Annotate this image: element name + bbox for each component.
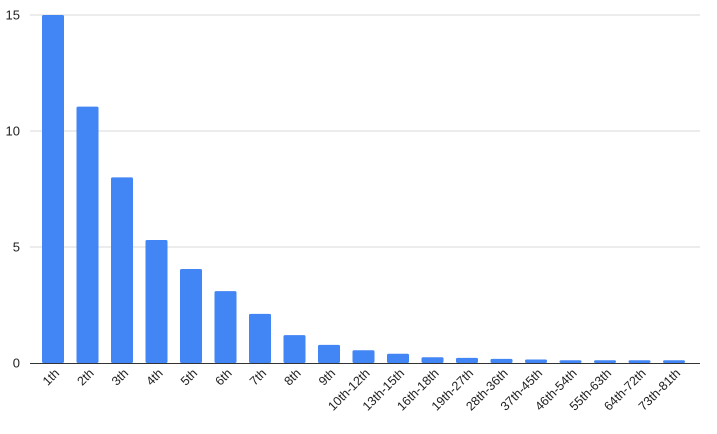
bar-55th-63th: [594, 360, 616, 363]
bar-9th: [318, 344, 340, 363]
y-tick-label: 5: [13, 240, 20, 255]
gridlines: [30, 14, 700, 248]
x-tick-label: 6th: [212, 366, 234, 388]
bar-13th-15th: [387, 353, 409, 363]
y-tick-label: 0: [13, 356, 20, 371]
x-tick-labels: 1th 2th 3th 4th 5th 6th 7th 8th 9th10th-12th13th…: [40, 366, 683, 413]
bars: [42, 15, 685, 363]
bar-5th: [180, 269, 202, 363]
x-tick-label: 2th: [74, 366, 96, 388]
bar-1th: [42, 15, 64, 363]
bar-73th-81th: [663, 360, 685, 363]
x-tick-label: 4th: [143, 366, 165, 388]
y-tick-label: 15: [6, 8, 20, 23]
x-tick-label: 8th: [281, 366, 303, 388]
bar-37th-45th: [525, 359, 547, 363]
bar-3th: [111, 177, 133, 363]
x-tick-label: 5th: [178, 366, 200, 388]
bar-28th-36th: [490, 358, 513, 363]
bar-6th: [214, 291, 237, 363]
bar-64th-72th: [628, 360, 651, 363]
bar-19th-27th: [456, 357, 478, 363]
bar-4th: [145, 240, 168, 363]
x-tick-label: 3th: [109, 366, 131, 388]
bar-7th: [249, 313, 271, 363]
x-tick-label: 1th: [40, 366, 62, 388]
bar-46th-54th: [559, 360, 582, 363]
bar-2th: [76, 106, 99, 363]
bar-16th-18th: [421, 357, 444, 363]
bar-8th: [283, 335, 306, 363]
x-tick-label: 7th: [247, 366, 269, 388]
y-tick-label: 10: [6, 124, 20, 139]
bar-10th-12th: [352, 350, 375, 363]
y-tick-labels: 0 5 10 15: [6, 8, 20, 371]
x-tick-label: 9th: [316, 366, 338, 388]
